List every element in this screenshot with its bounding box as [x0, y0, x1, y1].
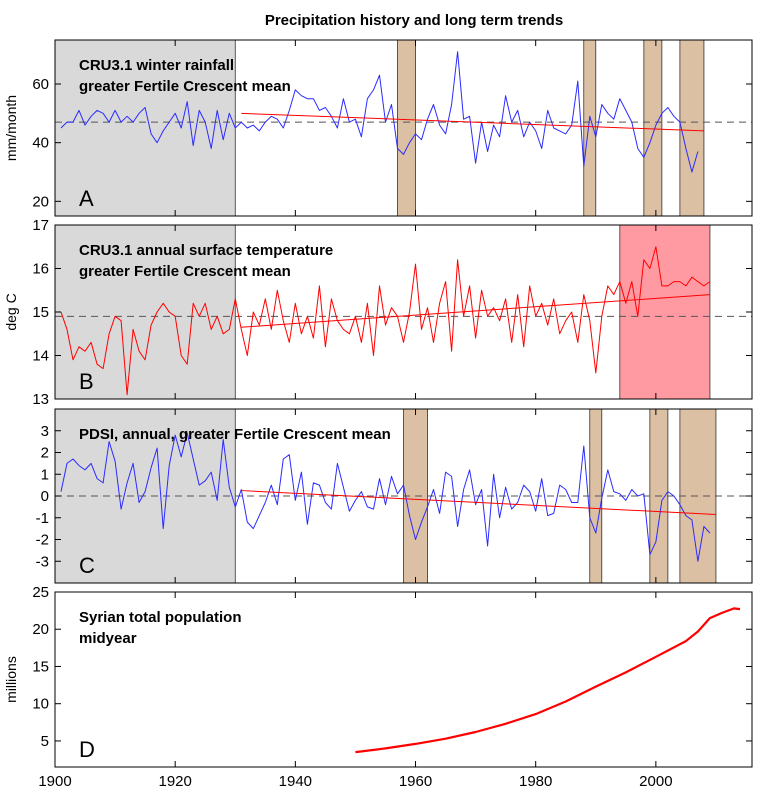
highlight-band [583, 39, 597, 217]
gray-shading [54, 224, 236, 400]
y-axis-label: millions [3, 656, 19, 703]
gray-shading [54, 39, 236, 217]
plot-frame [54, 39, 753, 217]
y-tick-label: 20 [32, 193, 49, 210]
y-tick-label: 15 [32, 304, 49, 321]
panel-title: CRU3.1 annual surface temperature [79, 242, 333, 259]
y-tick-label: -1 [36, 510, 49, 527]
panel-title: Syrian total population [79, 609, 242, 626]
y-tick-label: 16 [32, 261, 49, 278]
plot-frame [54, 591, 753, 768]
trend-line [241, 294, 710, 328]
highlight-band [643, 39, 663, 217]
highlight-band [619, 224, 711, 400]
y-tick-label: -3 [36, 553, 49, 570]
series-line [60, 51, 699, 173]
x-tick-label: 1940 [279, 773, 312, 790]
panel-letter: C [79, 553, 95, 578]
y-tick-label: 40 [32, 135, 49, 152]
y-tick-label: 2 [41, 445, 49, 462]
figure-title: Precipitation history and long term tren… [265, 12, 563, 29]
series-line [60, 432, 711, 562]
panel-letter: A [79, 186, 94, 211]
series-line [355, 607, 741, 754]
highlight-band [679, 39, 705, 217]
y-tick-label: 3 [41, 423, 49, 440]
panel-subtitle: midyear [79, 630, 137, 647]
panel-d [54, 591, 753, 768]
y-tick-label: 10 [32, 696, 49, 713]
y-tick-label: 60 [32, 76, 49, 93]
y-tick-label: 0 [41, 488, 49, 505]
y-axis-label: mm/month [3, 95, 19, 161]
trend-line [241, 490, 716, 515]
panel-a [54, 39, 753, 217]
trend-line [241, 112, 704, 132]
series-line [60, 246, 711, 396]
y-tick-label: 20 [32, 621, 49, 638]
y-tick-label: 1 [41, 466, 49, 483]
panel-letter: B [79, 369, 94, 394]
panel-title: CRU3.1 winter rainfall [79, 57, 234, 74]
x-tick-label: 1960 [399, 773, 432, 790]
x-tick-label: 1900 [38, 773, 71, 790]
y-tick-label: -2 [36, 532, 49, 549]
y-tick-label: 5 [41, 733, 49, 750]
panel-b [54, 224, 753, 400]
y-axis-label: deg C [3, 293, 19, 330]
y-tick-label: 15 [32, 658, 49, 675]
x-tick-label: 2000 [639, 773, 672, 790]
y-tick-label: 25 [32, 584, 49, 601]
panel-c [54, 408, 753, 584]
y-tick-label: 14 [32, 348, 49, 365]
x-tick-label: 1920 [158, 773, 191, 790]
panel-subtitle: greater Fertile Crescent mean [79, 263, 291, 280]
highlight-band [397, 39, 416, 217]
y-tick-label: 13 [32, 391, 49, 408]
panel-letter: D [79, 737, 95, 762]
y-tick-label: 17 [32, 217, 49, 234]
panel-subtitle: greater Fertile Crescent mean [79, 78, 291, 95]
x-tick-label: 1980 [519, 773, 552, 790]
panel-title: PDSI, annual, greater Fertile Crescent m… [79, 426, 391, 443]
